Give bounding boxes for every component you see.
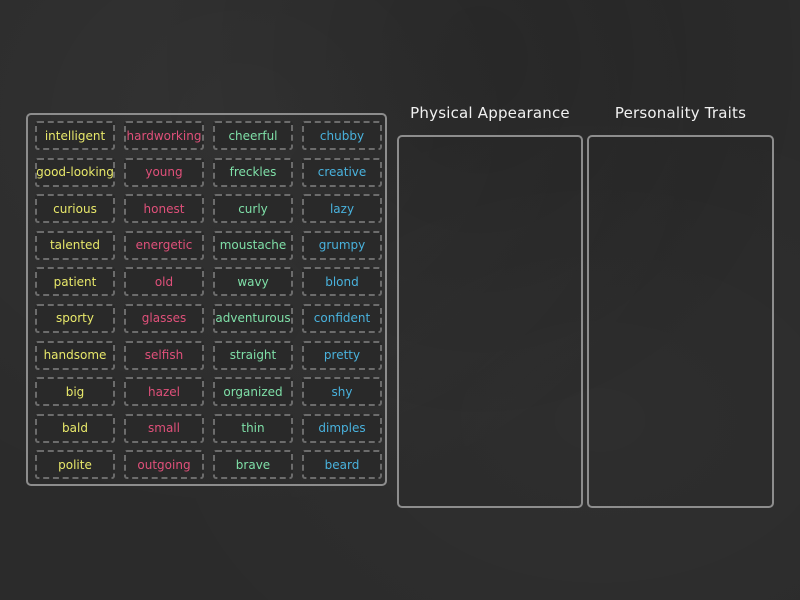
- word-tile[interactable]: cheerful: [213, 121, 293, 150]
- personality-traits-title: Personality Traits: [614, 104, 747, 122]
- word-tile[interactable]: shy: [302, 377, 382, 407]
- word-tile[interactable]: big: [35, 377, 115, 407]
- word-tile[interactable]: dimples: [302, 413, 382, 443]
- word-bank: intelligent hardworking cheerful chubby good…: [26, 113, 387, 486]
- word-tile[interactable]: freckles: [213, 157, 293, 187]
- word-tile[interactable]: hazel: [124, 377, 204, 407]
- word-tile[interactable]: curious: [35, 194, 115, 224]
- physical-appearance-drop-zone[interactable]: [397, 135, 583, 508]
- word-tile[interactable]: hardworking: [124, 121, 204, 150]
- word-tile[interactable]: outgoing: [124, 450, 204, 480]
- word-tile[interactable]: handsome: [35, 340, 115, 370]
- word-tile[interactable]: creative: [302, 157, 382, 187]
- word-tile[interactable]: intelligent: [35, 121, 115, 150]
- word-tile[interactable]: beard: [302, 450, 382, 480]
- word-tile[interactable]: moustache: [213, 230, 293, 260]
- word-tile[interactable]: straight: [213, 340, 293, 370]
- word-tile[interactable]: confident: [302, 303, 382, 333]
- word-tile[interactable]: brave: [213, 450, 293, 480]
- word-tile[interactable]: honest: [124, 194, 204, 224]
- word-tile[interactable]: sporty: [35, 303, 115, 333]
- word-tile[interactable]: selfish: [124, 340, 204, 370]
- word-tile[interactable]: patient: [35, 267, 115, 297]
- word-tile[interactable]: young: [124, 157, 204, 187]
- word-tile[interactable]: talented: [35, 230, 115, 260]
- word-tile[interactable]: wavy: [213, 267, 293, 297]
- word-tile[interactable]: pretty: [302, 340, 382, 370]
- physical-appearance-title: Physical Appearance: [410, 104, 570, 122]
- tiles-grid: intelligent hardworking cheerful chubby good…: [35, 121, 382, 480]
- word-tile[interactable]: lazy: [302, 194, 382, 224]
- word-tile[interactable]: energetic: [124, 230, 204, 260]
- word-tile[interactable]: organized: [213, 377, 293, 407]
- word-tile[interactable]: bald: [35, 413, 115, 443]
- word-tile[interactable]: glasses: [124, 303, 204, 333]
- word-tile[interactable]: old: [124, 267, 204, 297]
- word-tile[interactable]: thin: [213, 413, 293, 443]
- word-tile[interactable]: good-looking: [35, 157, 115, 187]
- personality-traits-drop-zone[interactable]: [587, 135, 774, 508]
- word-tile[interactable]: blond: [302, 267, 382, 297]
- word-tile[interactable]: chubby: [302, 121, 382, 150]
- word-tile[interactable]: small: [124, 413, 204, 443]
- word-tile[interactable]: grumpy: [302, 230, 382, 260]
- word-tile[interactable]: polite: [35, 450, 115, 480]
- word-tile[interactable]: adventurous: [213, 303, 293, 333]
- word-tile[interactable]: curly: [213, 194, 293, 224]
